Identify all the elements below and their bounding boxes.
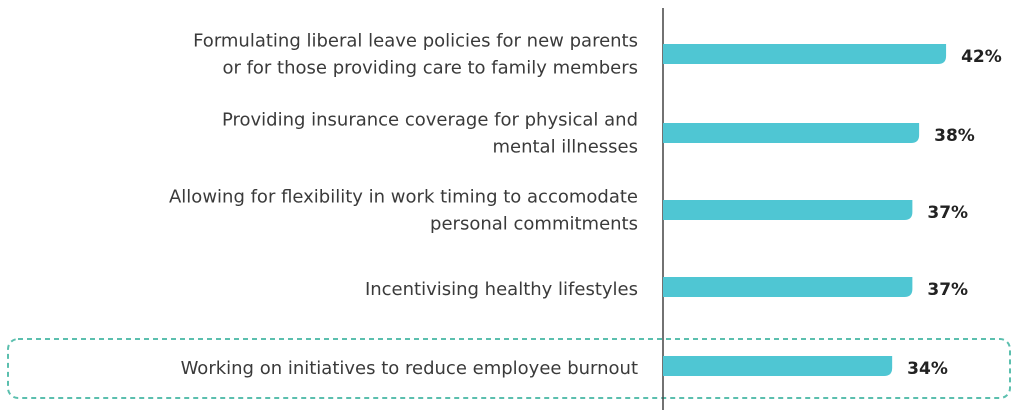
category-label: mental illnesses xyxy=(492,137,638,158)
category-label: Allowing for flexibility in work timing … xyxy=(169,187,638,208)
category-label: Working on initiatives to reduce employe… xyxy=(181,358,638,379)
value-label: 42% xyxy=(961,47,1002,67)
bar xyxy=(663,44,947,64)
value-label: 37% xyxy=(927,280,968,300)
category-label: Incentivising healthy lifestyles xyxy=(365,279,638,300)
category-label: Formulating liberal leave policies for n… xyxy=(193,31,638,52)
bar xyxy=(663,123,920,143)
highlight-box xyxy=(7,338,1011,399)
value-label: 38% xyxy=(934,126,975,146)
category-label: Providing insurance coverage for physica… xyxy=(222,110,638,131)
category-label: personal commitments xyxy=(430,214,638,235)
bar xyxy=(663,200,913,220)
bar xyxy=(663,356,893,376)
category-label: or for those providing care to family me… xyxy=(222,58,638,79)
value-label: 37% xyxy=(927,203,968,223)
bar xyxy=(663,277,913,297)
value-label: 34% xyxy=(907,359,948,379)
